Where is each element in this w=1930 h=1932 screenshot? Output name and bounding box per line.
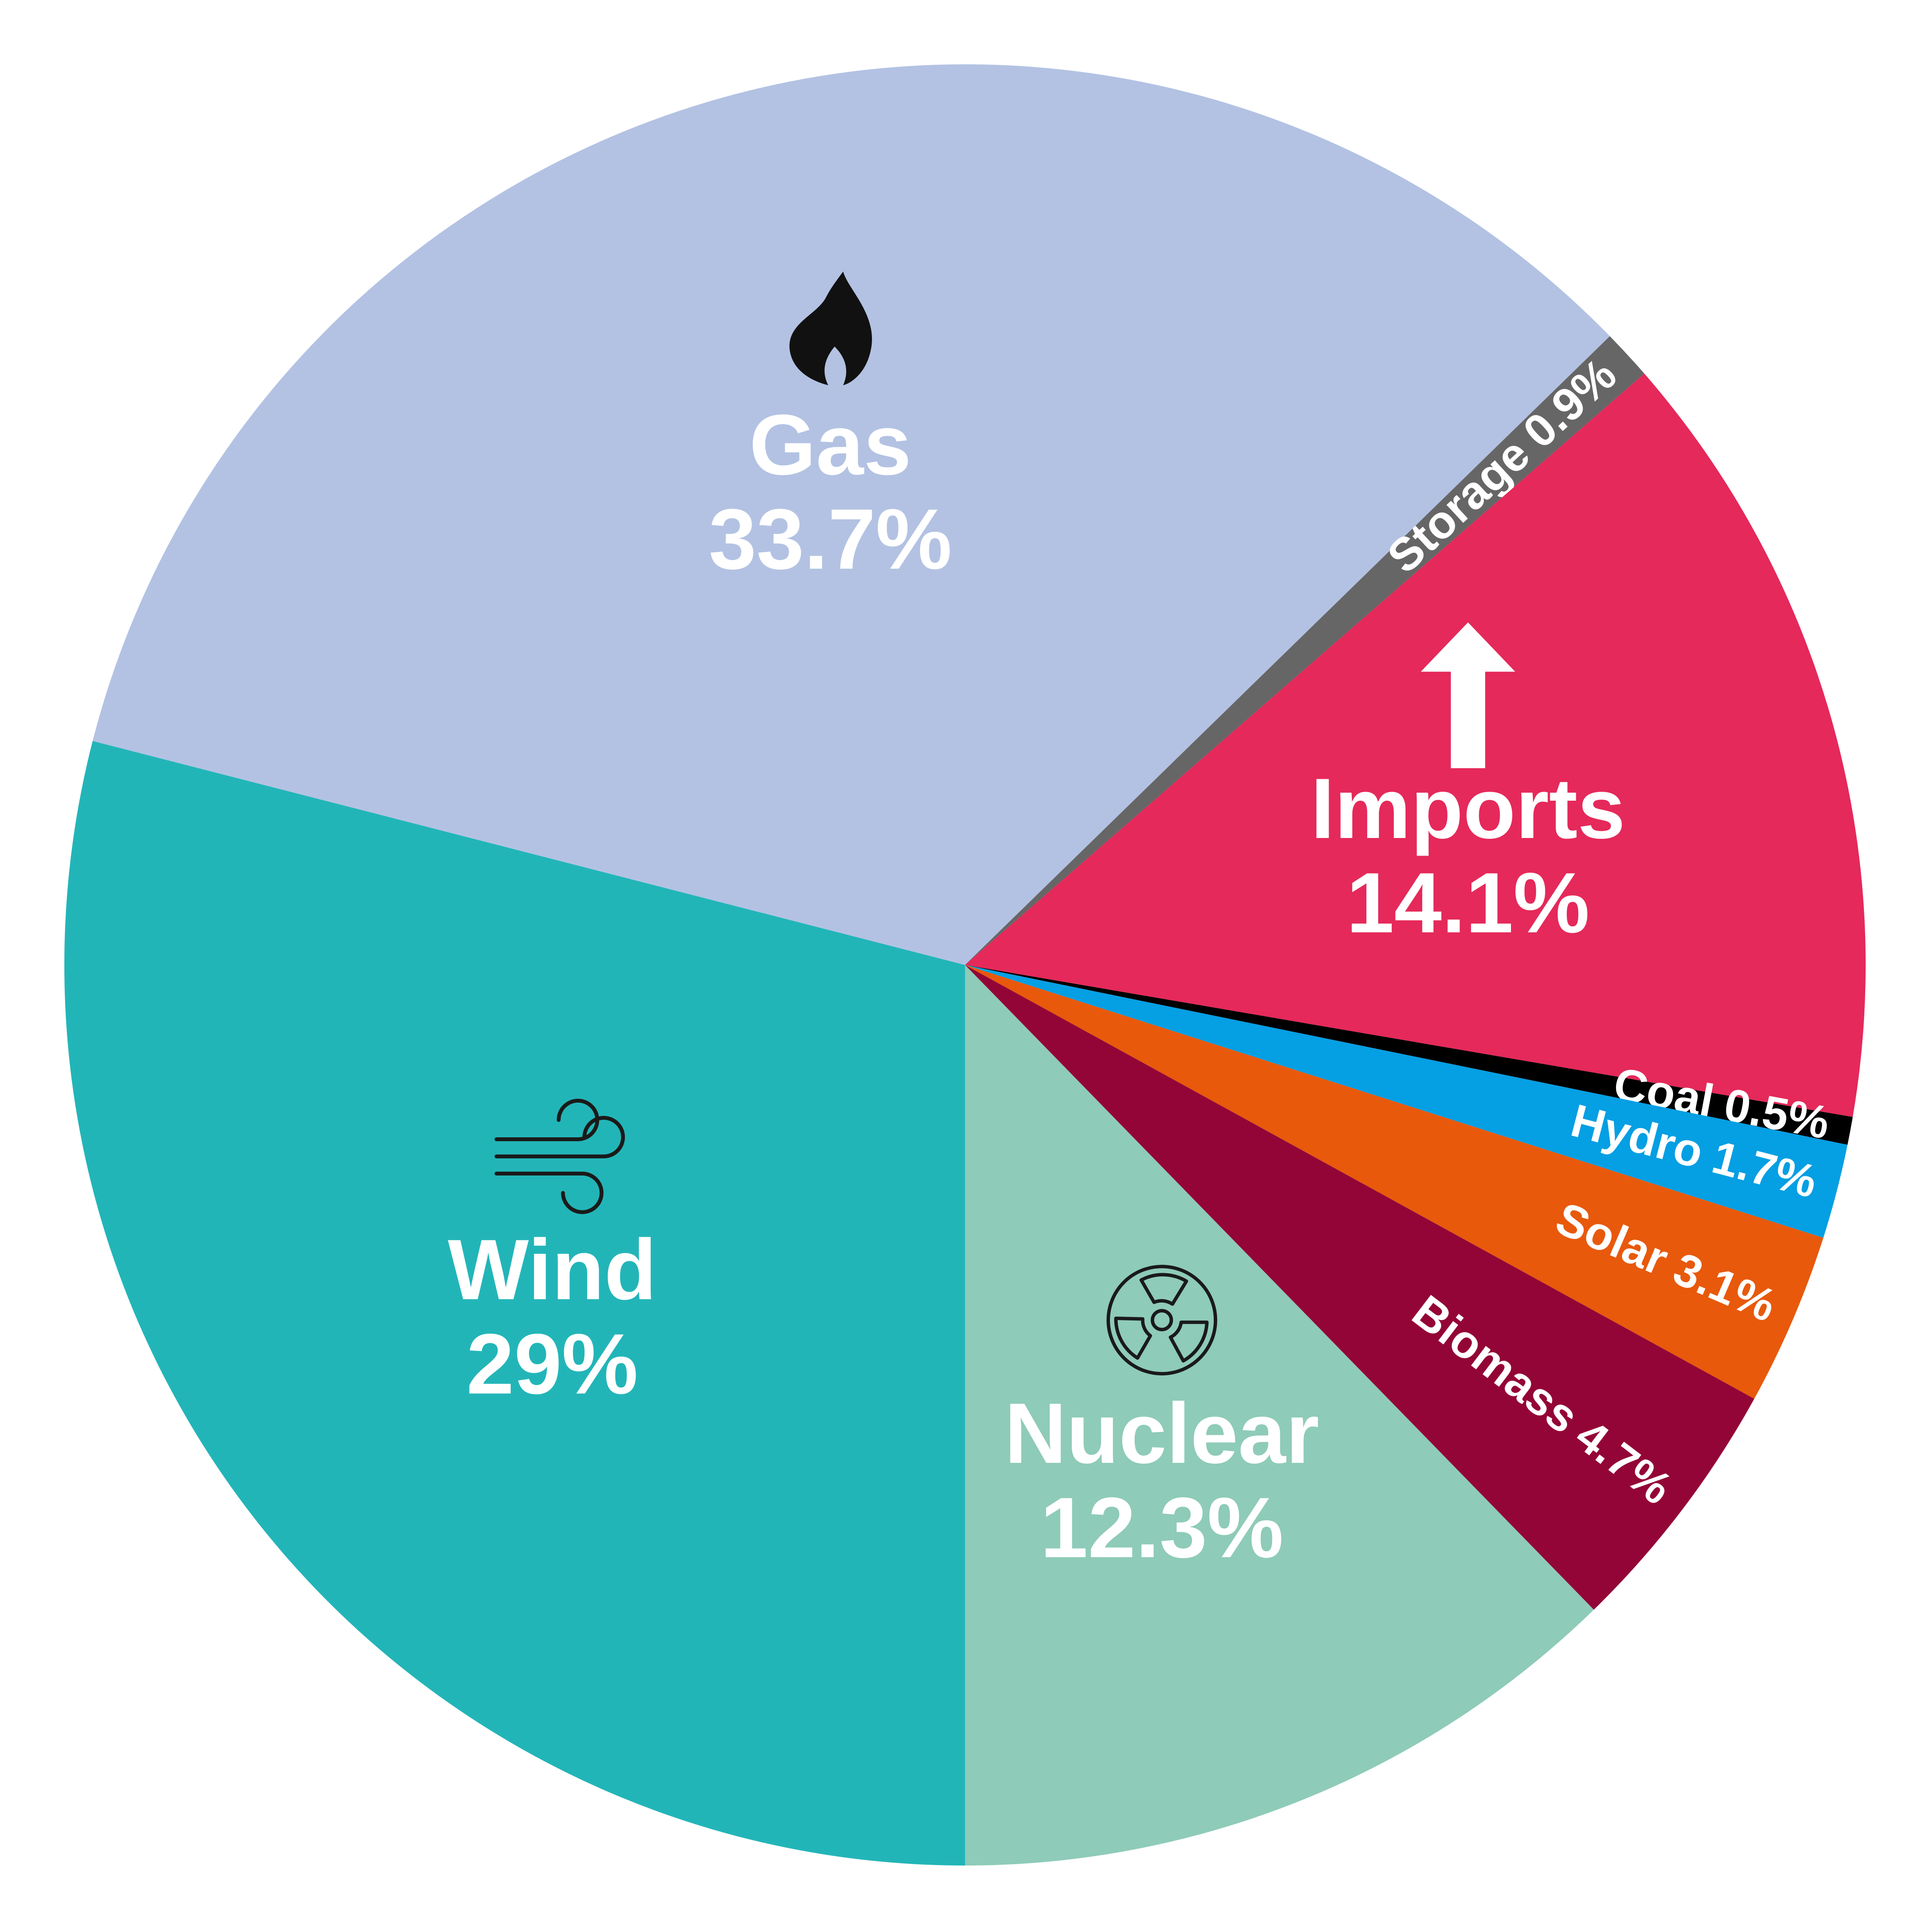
- slice-icon: [1107, 1265, 1218, 1376]
- slice-value: 12.3%: [1040, 1480, 1283, 1576]
- pie-slice: [965, 965, 1848, 1238]
- wind-icon: [495, 1099, 625, 1214]
- slice-label: Imports: [1311, 761, 1625, 856]
- radiation-icon: [1169, 1320, 1209, 1363]
- slice-icon: [1420, 622, 1515, 769]
- pie-slice: [965, 965, 1594, 1866]
- slice-icon: [789, 271, 872, 386]
- pie-slice: [92, 64, 1610, 965]
- slice-value: 29%: [466, 1316, 638, 1412]
- pie-slice: [965, 374, 1866, 1117]
- pie-slice: [64, 741, 965, 1866]
- arrow-icon: [1420, 622, 1515, 769]
- pie-slice: [965, 965, 1824, 1399]
- slice-label: Gas: [749, 397, 911, 493]
- pie-slice: [965, 965, 1853, 1145]
- slice-label: Nuclear: [1004, 1386, 1319, 1481]
- radiation-icon: [1151, 1309, 1173, 1332]
- radiation-icon: [1114, 1316, 1152, 1360]
- slice-label: Wind: [448, 1222, 657, 1317]
- pie-slice: [965, 336, 1644, 965]
- radiation-icon: [1139, 1273, 1188, 1306]
- pie-slice: [965, 965, 1755, 1610]
- slice-value: 14.1%: [1346, 855, 1589, 951]
- radiation-icon: [1107, 1265, 1218, 1376]
- slice-value: 33.7%: [709, 491, 952, 587]
- flame-icon: [789, 271, 872, 386]
- slice-icon: [495, 1099, 625, 1214]
